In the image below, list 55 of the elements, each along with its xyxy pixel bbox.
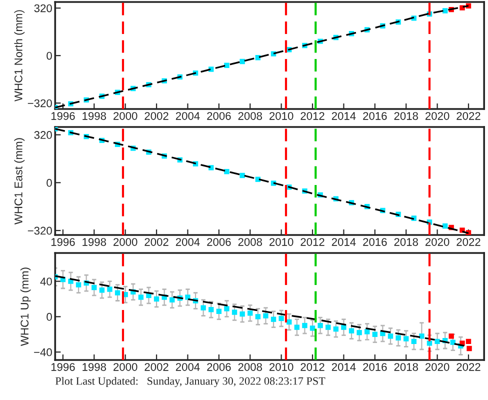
y-tick-label: 0 xyxy=(46,52,52,60)
x-tick-label: 2020 xyxy=(426,112,450,120)
x-tick-label: 2006 xyxy=(207,363,231,371)
y-tick-label: 40 xyxy=(40,278,52,286)
x-tick-label: 2008 xyxy=(238,363,262,371)
y-tick-label: −40 xyxy=(34,348,52,356)
x-tick-label: 2000 xyxy=(114,112,138,120)
x-tick-label: 2002 xyxy=(144,238,168,246)
y-tick-label: 0 xyxy=(46,312,52,321)
x-tick-label: 2012 xyxy=(300,363,324,371)
x-tick-label: 2004 xyxy=(176,112,200,120)
x-tick-label: 1996 xyxy=(51,112,75,120)
x-tick-label: 1998 xyxy=(82,112,106,120)
x-tick-label: 2004 xyxy=(176,363,200,371)
x-tick-label: 2016 xyxy=(363,363,387,371)
x-tick-label: 1996 xyxy=(51,363,75,371)
x-tick-label: 2018 xyxy=(394,363,418,371)
x-tick-label: 2012 xyxy=(300,238,324,246)
x-tick-label: 2002 xyxy=(144,363,168,371)
x-tick-label: 2000 xyxy=(114,238,138,246)
x-tick-label: 2002 xyxy=(144,112,168,120)
x-tick-label: 2020 xyxy=(426,363,450,371)
x-tick-label: 2006 xyxy=(207,112,231,120)
y-tick-label: 320 xyxy=(34,131,52,139)
x-tick-label: 2006 xyxy=(207,238,231,246)
x-tick-label: 1998 xyxy=(82,363,106,371)
x-tick-label: 1996 xyxy=(51,238,75,246)
y-axis-title: WHC1 East (mm) xyxy=(14,138,25,224)
x-tick-label: 2008 xyxy=(238,112,262,120)
x-tick-label: 2020 xyxy=(426,238,450,246)
y-tick-label: −320 xyxy=(28,226,52,235)
x-tick-label: 2018 xyxy=(394,112,418,120)
x-tick-label: 2000 xyxy=(114,363,138,371)
x-tick-label: 2014 xyxy=(332,363,356,371)
x-tick-label: 2022 xyxy=(456,363,480,371)
x-tick-label: 2010 xyxy=(270,112,294,120)
y-axis-title: WHC1 Up (mm) xyxy=(20,268,31,346)
x-tick-label: 2014 xyxy=(332,112,356,120)
y-axis-title: WHC1 North (mm) xyxy=(14,10,25,102)
x-tick-label: 2016 xyxy=(363,112,387,120)
x-tick-label: 1998 xyxy=(82,238,106,246)
x-tick-label: 2008 xyxy=(238,238,262,246)
x-tick-label: 2010 xyxy=(270,363,294,371)
y-tick-label: 0 xyxy=(46,178,52,187)
y-tick-label: −320 xyxy=(28,99,52,108)
y-tick-label: 320 xyxy=(34,4,52,12)
x-tick-label: 2012 xyxy=(300,112,324,120)
x-tick-label: 2010 xyxy=(270,238,294,246)
x-tick-label: 2004 xyxy=(176,238,200,246)
x-tick-label: 2016 xyxy=(363,238,387,246)
text: Plot Last Updated: Sunday, January 30, 2022 08:23:17 PST xyxy=(55,376,326,388)
x-tick-label: 2022 xyxy=(456,112,480,120)
x-tick-label: 2014 xyxy=(332,238,356,246)
x-tick-label: 2018 xyxy=(394,238,418,246)
x-tick-label: 2022 xyxy=(456,238,480,246)
